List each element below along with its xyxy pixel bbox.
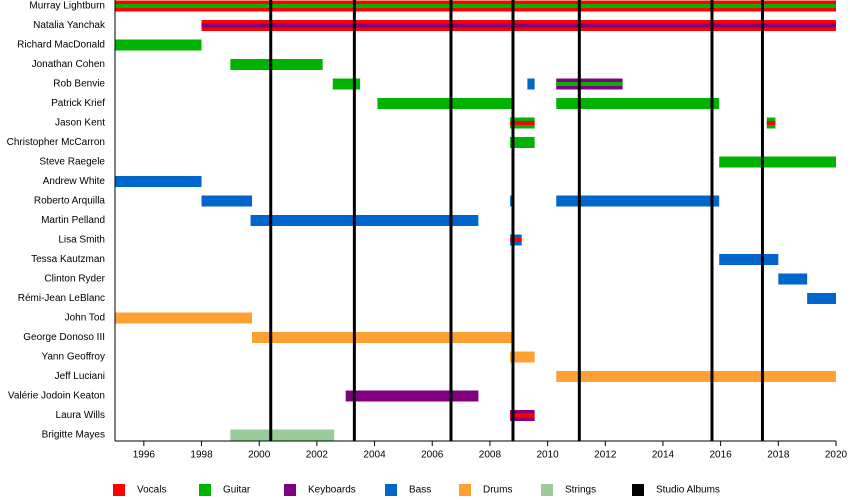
x-tick-label: 2018 <box>767 450 790 461</box>
x-tick-label: 2010 <box>536 450 559 461</box>
member-bar <box>377 98 513 109</box>
x-tick-label: 1998 <box>190 450 213 461</box>
legend-swatch <box>199 484 211 496</box>
member-label: Jeff Luciani <box>55 371 105 382</box>
legend-label: Keyboards <box>308 485 356 496</box>
x-tick-label: 2016 <box>710 450 733 461</box>
member-bar <box>230 429 335 441</box>
member-bar <box>778 273 808 285</box>
legend-label: Guitar <box>223 485 251 496</box>
member-bar <box>510 351 535 363</box>
member-bar <box>510 121 535 125</box>
x-tick-label: 2008 <box>479 450 502 461</box>
legend-swatch <box>284 484 296 496</box>
member-bar <box>115 39 202 51</box>
member-label: Jason Kent <box>55 118 105 129</box>
member-label: Jonathan Cohen <box>32 59 105 70</box>
member-bar <box>201 23 836 28</box>
x-tick-label: 2014 <box>652 450 675 461</box>
member-label: Murray Lightburn <box>29 1 105 12</box>
member-bar <box>510 238 522 242</box>
x-tick-label: 2004 <box>363 450 386 461</box>
member-label: Tessa Kautzman <box>31 254 105 265</box>
x-tick-label: 2020 <box>825 450 848 461</box>
member-bar <box>719 156 836 168</box>
member-bar <box>556 195 720 207</box>
legend-swatch <box>632 484 644 496</box>
legend-label: Bass <box>409 485 431 496</box>
member-label: Rémi-Jean LeBlanc <box>18 293 105 304</box>
member-bar <box>510 413 535 418</box>
member-bar <box>332 78 361 90</box>
x-tick-label: 2002 <box>306 450 329 461</box>
member-bar <box>556 82 623 86</box>
member-bar <box>556 98 720 109</box>
member-label: John Tod <box>65 313 105 324</box>
legend-label: Drums <box>483 485 512 496</box>
legend-swatch <box>541 484 553 496</box>
legend-label: Studio Albums <box>656 485 720 496</box>
member-label: Clinton Ryder <box>44 274 105 285</box>
legend-swatch <box>113 484 125 496</box>
member-label: Valérie Jodoin Keaton <box>8 391 105 402</box>
member-bar <box>230 59 323 70</box>
member-bar <box>556 371 836 382</box>
member-label: Roberto Arquilla <box>34 196 106 207</box>
legend-label: Strings <box>565 485 596 496</box>
x-tick-label: 2006 <box>421 450 444 461</box>
member-bar <box>807 293 836 304</box>
member-bar <box>115 4 836 8</box>
member-bar <box>345 390 479 402</box>
member-label: Lisa Smith <box>58 235 105 246</box>
member-bar <box>115 312 252 324</box>
member-label: Patrick Krief <box>51 98 105 109</box>
member-label: George Donoso III <box>23 332 105 343</box>
member-label: Steve Raegele <box>39 157 105 168</box>
member-bar <box>766 121 776 125</box>
member-bar <box>510 137 535 148</box>
member-bar <box>527 78 535 90</box>
member-label: Andrew White <box>43 176 106 187</box>
member-label: Natalia Yanchak <box>33 20 106 31</box>
x-tick-label: 2000 <box>248 450 271 461</box>
member-bar <box>719 254 779 265</box>
member-bar <box>201 195 252 207</box>
member-label: Laura Wills <box>56 410 105 421</box>
member-label: Rob Benvie <box>53 79 105 90</box>
member-label: Yann Geoffroy <box>41 352 105 363</box>
legend-swatch <box>459 484 471 496</box>
legend-label: Vocals <box>137 485 166 496</box>
member-bar <box>115 176 202 187</box>
member-label: Brigitte Mayes <box>42 430 105 441</box>
member-label: Richard MacDonald <box>17 40 105 51</box>
member-label: Martin Pelland <box>41 215 105 226</box>
x-tick-label: 1996 <box>133 450 156 461</box>
member-bar <box>250 215 479 226</box>
member-label: Christopher McCarron <box>7 137 105 148</box>
legend-swatch <box>385 484 397 496</box>
x-tick-label: 2012 <box>594 450 617 461</box>
member-bar <box>251 332 513 343</box>
